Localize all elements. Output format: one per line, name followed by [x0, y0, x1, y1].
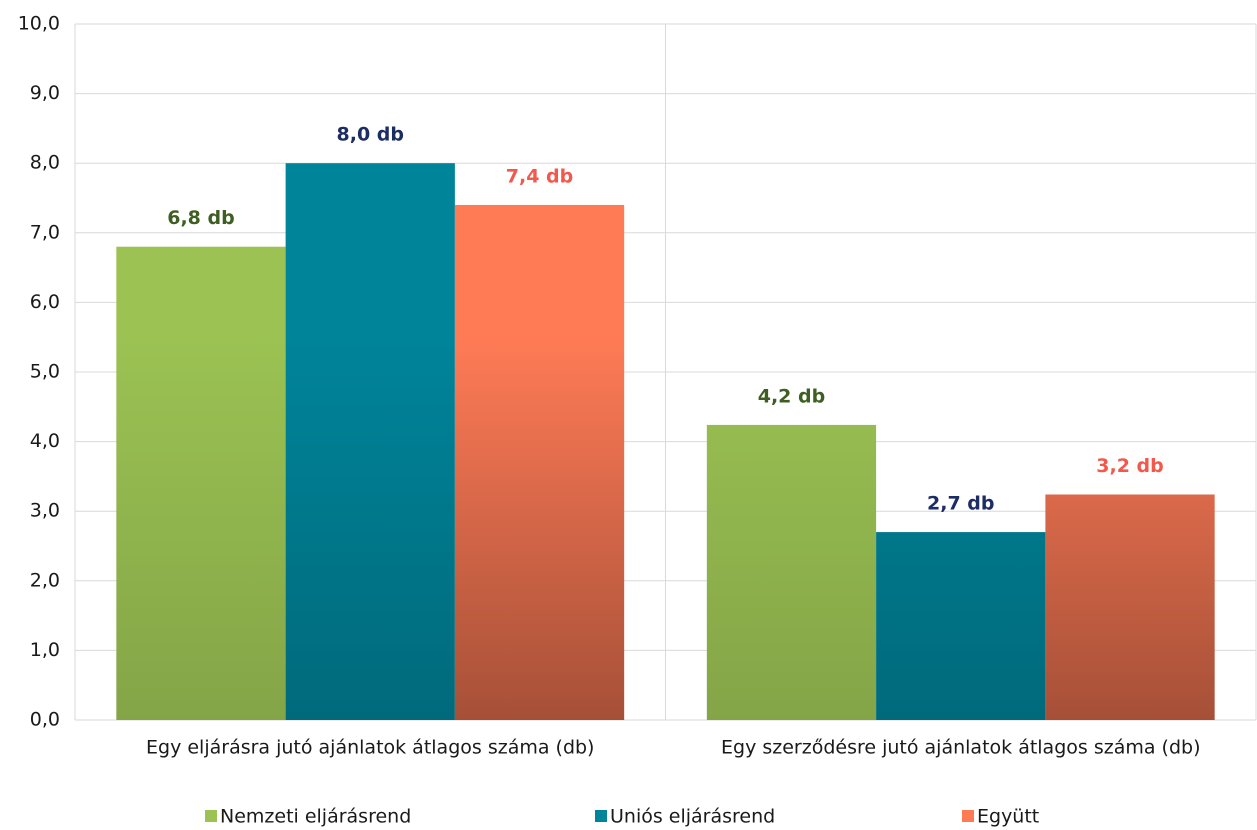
value-label: 7,4 db — [506, 165, 573, 187]
y-tick-label: 1,0 — [30, 639, 60, 661]
legend-swatch — [595, 810, 607, 822]
bar — [1045, 494, 1215, 720]
value-label: 3,2 db — [1096, 455, 1163, 477]
bar — [706, 424, 877, 720]
x-tick-label: Egy szerződésre jutó ajánlatok átlagos s… — [721, 737, 1200, 759]
y-tick-label: 0,0 — [30, 709, 60, 731]
legend-swatch — [962, 810, 974, 822]
x-tick-label: Egy eljárásra jutó ajánlatok átlagos szá… — [146, 737, 594, 759]
value-label: 2,7 db — [927, 493, 994, 515]
legend-label: Uniós eljárásrend — [610, 806, 775, 828]
value-label: 6,8 db — [167, 207, 234, 229]
y-tick-label: 7,0 — [30, 221, 60, 243]
bar — [116, 246, 286, 720]
legend-swatch — [205, 810, 217, 822]
bar — [454, 204, 625, 720]
bar — [285, 163, 455, 720]
y-tick-label: 3,0 — [30, 500, 60, 522]
value-label: 8,0 db — [337, 124, 404, 146]
legend-label: Együtt — [977, 806, 1039, 828]
y-tick-label: 8,0 — [30, 152, 60, 174]
legend-label: Nemzeti eljárásrend — [220, 806, 411, 828]
value-label: 4,2 db — [758, 385, 825, 407]
bar — [876, 532, 1046, 720]
y-tick-label: 4,0 — [30, 430, 60, 452]
y-tick-label: 6,0 — [30, 291, 60, 313]
y-tick-label: 2,0 — [30, 569, 60, 591]
y-tick-label: 10,0 — [18, 13, 60, 35]
y-tick-label: 5,0 — [30, 361, 60, 383]
y-tick-label: 9,0 — [30, 82, 60, 104]
